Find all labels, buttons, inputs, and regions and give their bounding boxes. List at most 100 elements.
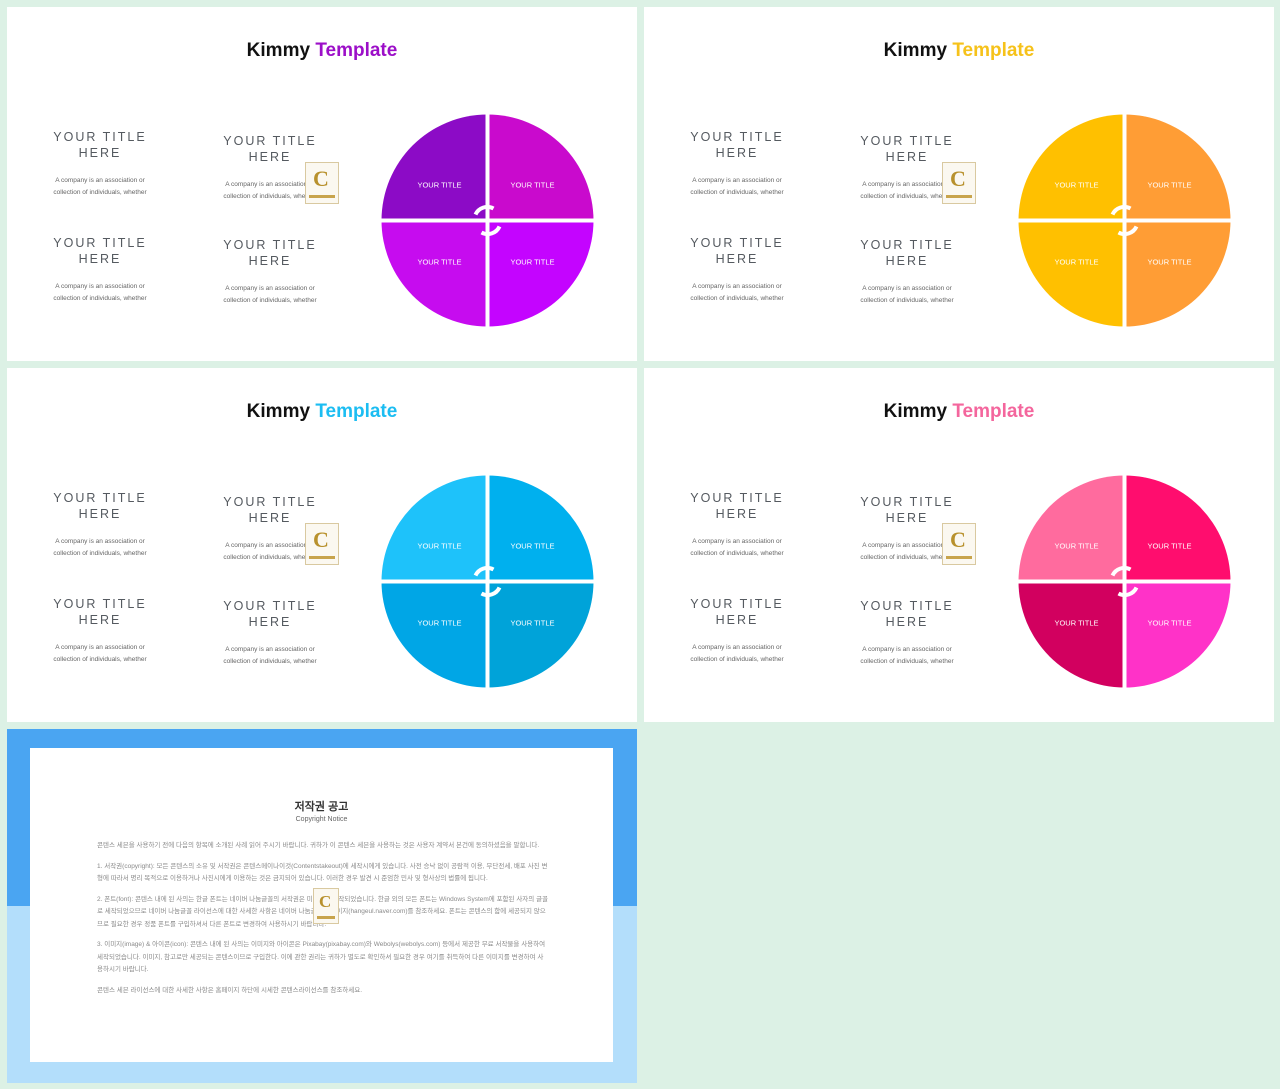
quadrant-segment: [487, 475, 594, 582]
watermark-logo: C: [305, 523, 339, 565]
block-description: A company is an association or collectio…: [690, 283, 784, 302]
brand-word-2: Template: [952, 40, 1035, 61]
block-description: A company is an association or collectio…: [860, 285, 954, 304]
notice-paragraph: 콘텐스 세븐 라이선스에 대한 사세한 사항은 홈페이지 하단에 시세한 콘텐스…: [97, 986, 363, 994]
text-block: YOUR TITLE HERE A company is an associati…: [195, 133, 345, 203]
slide-orange: Kimmy Template YOUR TITLE HERE A company i…: [644, 7, 1274, 361]
quadrant-label: YOUR TITLE: [1054, 619, 1098, 628]
brand-word-2: Template: [952, 401, 1035, 422]
block-title: YOUR TITLE HERE: [690, 130, 784, 160]
quadrant-label: YOUR TITLE: [1147, 181, 1191, 190]
copyright-notice-slide: 저작권 공고 Copyright Notice 콘텐스 세븐을 사용하기 전에 …: [7, 729, 637, 1083]
notice-title: 저작권 공고: [294, 801, 349, 813]
block-description: A company is an association or collectio…: [690, 538, 784, 557]
block-title: YOUR TITLE HERE: [53, 597, 147, 627]
brand-word-2: Template: [315, 40, 398, 61]
quadrant-svg: YOUR TITLE YOUR TITLE YOUR TITLE YOUR TITLE: [1017, 113, 1232, 328]
quadrant-segment: [381, 220, 488, 327]
quadrant-svg: YOUR TITLE YOUR TITLE YOUR TITLE YOUR TITLE: [1017, 474, 1232, 689]
text-block: YOUR TITLE HERE A company is an associati…: [25, 235, 175, 305]
text-block: YOUR TITLE HERE A company is an associati…: [662, 490, 812, 560]
quadrant-segment: [487, 581, 594, 688]
quadrant-svg: YOUR TITLE YOUR TITLE YOUR TITLE YOUR TITLE: [380, 113, 595, 328]
quadrant-label: YOUR TITLE: [1147, 258, 1191, 267]
block-description: A company is an association or collectio…: [53, 283, 147, 302]
watermark-logo: C: [305, 162, 339, 204]
text-block: YOUR TITLE HERE A company is an associati…: [662, 235, 812, 305]
block-description: A company is an association or collectio…: [223, 285, 317, 304]
notice-paragraph: 3. 이미지(image) & 아이콘(icon): 콘텐스 내에 된 사의는 …: [97, 941, 546, 973]
brand-word-1: Kimmy: [883, 40, 948, 61]
text-block: YOUR TITLE HERE A company is an associati…: [662, 596, 812, 666]
quadrant-label: YOUR TITLE: [510, 258, 554, 267]
block-description: A company is an association or collectio…: [223, 646, 317, 665]
text-block: YOUR TITLE HERE A company is an associati…: [832, 237, 982, 307]
quadrant-segment: [1018, 475, 1125, 582]
quadrant-label: YOUR TITLE: [417, 181, 461, 190]
block-title: YOUR TITLE HERE: [860, 495, 954, 525]
block-title: YOUR TITLE HERE: [53, 130, 147, 160]
quadrant-label: YOUR TITLE: [1054, 258, 1098, 267]
slide-purple: Kimmy Template YOUR TITLE HERE A company i…: [7, 7, 637, 361]
block-title: YOUR TITLE HERE: [53, 236, 147, 266]
text-block: YOUR TITLE HERE A company is an associati…: [25, 596, 175, 666]
quadrant-segment: [381, 475, 488, 582]
block-title: YOUR TITLE HERE: [223, 134, 317, 164]
quadrant-segment: [1124, 114, 1231, 221]
watermark-logo: C: [313, 888, 339, 924]
separator-horizontal: [1017, 579, 1232, 584]
separator-horizontal: [380, 579, 595, 584]
quadrant-segment: [381, 581, 488, 688]
watermark-letter: C: [313, 527, 329, 552]
separator-horizontal: [1017, 218, 1232, 223]
watermark-letter: C: [950, 527, 966, 552]
block-description: A company is an association or collectio…: [53, 177, 147, 196]
quadrant-svg: YOUR TITLE YOUR TITLE YOUR TITLE YOUR TITLE: [380, 474, 595, 689]
copyright-notice-card: 저작권 공고 Copyright Notice 콘텐스 세븐을 사용하기 전에 …: [30, 748, 613, 1062]
quadrant-segment: [1124, 475, 1231, 582]
watermark-logo: C: [942, 523, 976, 565]
block-description: A company is an association or collectio…: [690, 644, 784, 663]
watermark-bar: [309, 556, 335, 559]
quadrant-label: YOUR TITLE: [510, 181, 554, 190]
text-block: YOUR TITLE HERE A company is an associati…: [195, 598, 345, 668]
separator-horizontal: [380, 218, 595, 223]
brand-title: Kimmy Template: [7, 40, 637, 62]
brand-title: Kimmy Template: [644, 40, 1274, 62]
block-title: YOUR TITLE HERE: [860, 134, 954, 164]
block-description: A company is an association or collectio…: [690, 177, 784, 196]
text-block: YOUR TITLE HERE A company is an associati…: [195, 237, 345, 307]
quadrant-label: YOUR TITLE: [510, 542, 554, 551]
quadrant-circle: YOUR TITLE YOUR TITLE YOUR TITLE YOUR TITLE: [380, 474, 595, 689]
quadrant-circle: YOUR TITLE YOUR TITLE YOUR TITLE YOUR TITLE: [380, 113, 595, 328]
brand-title: Kimmy Template: [7, 401, 637, 423]
quadrant-segment: [487, 114, 594, 221]
quadrant-circle: YOUR TITLE YOUR TITLE YOUR TITLE YOUR TITLE: [1017, 474, 1232, 689]
cycle-icon: [1110, 565, 1139, 598]
block-title: YOUR TITLE HERE: [860, 599, 954, 629]
watermark-bar: [946, 195, 972, 198]
quadrant-label: YOUR TITLE: [1054, 542, 1098, 551]
quadrant-segment: [381, 114, 488, 221]
quadrant-label: YOUR TITLE: [417, 619, 461, 628]
watermark-bar: [946, 556, 972, 559]
block-description: A company is an association or collectio…: [53, 538, 147, 557]
text-block: YOUR TITLE HERE A company is an associati…: [832, 598, 982, 668]
cycle-icon: [473, 565, 502, 598]
slide-blue: Kimmy Template YOUR TITLE HERE A company i…: [7, 368, 637, 722]
notice-subtitle: Copyright Notice: [295, 816, 348, 823]
brand-word-1: Kimmy: [246, 401, 311, 422]
watermark-letter: C: [313, 166, 329, 191]
quadrant-segment: [1018, 581, 1125, 688]
block-title: YOUR TITLE HERE: [223, 599, 317, 629]
notice-paragraph: 1. 서작권(copyright): 모든 콘텐스의 소유 및 서작권은 콘텐스…: [97, 862, 548, 883]
brand-word-1: Kimmy: [246, 40, 311, 61]
quadrant-label: YOUR TITLE: [1147, 542, 1191, 551]
watermark-logo: C: [942, 162, 976, 204]
text-block: YOUR TITLE HERE A company is an associati…: [25, 129, 175, 199]
quadrant-label: YOUR TITLE: [1147, 619, 1191, 628]
block-title: YOUR TITLE HERE: [690, 236, 784, 266]
brand-title: Kimmy Template: [644, 401, 1274, 423]
block-title: YOUR TITLE HERE: [223, 238, 317, 268]
cycle-icon: [473, 204, 502, 237]
